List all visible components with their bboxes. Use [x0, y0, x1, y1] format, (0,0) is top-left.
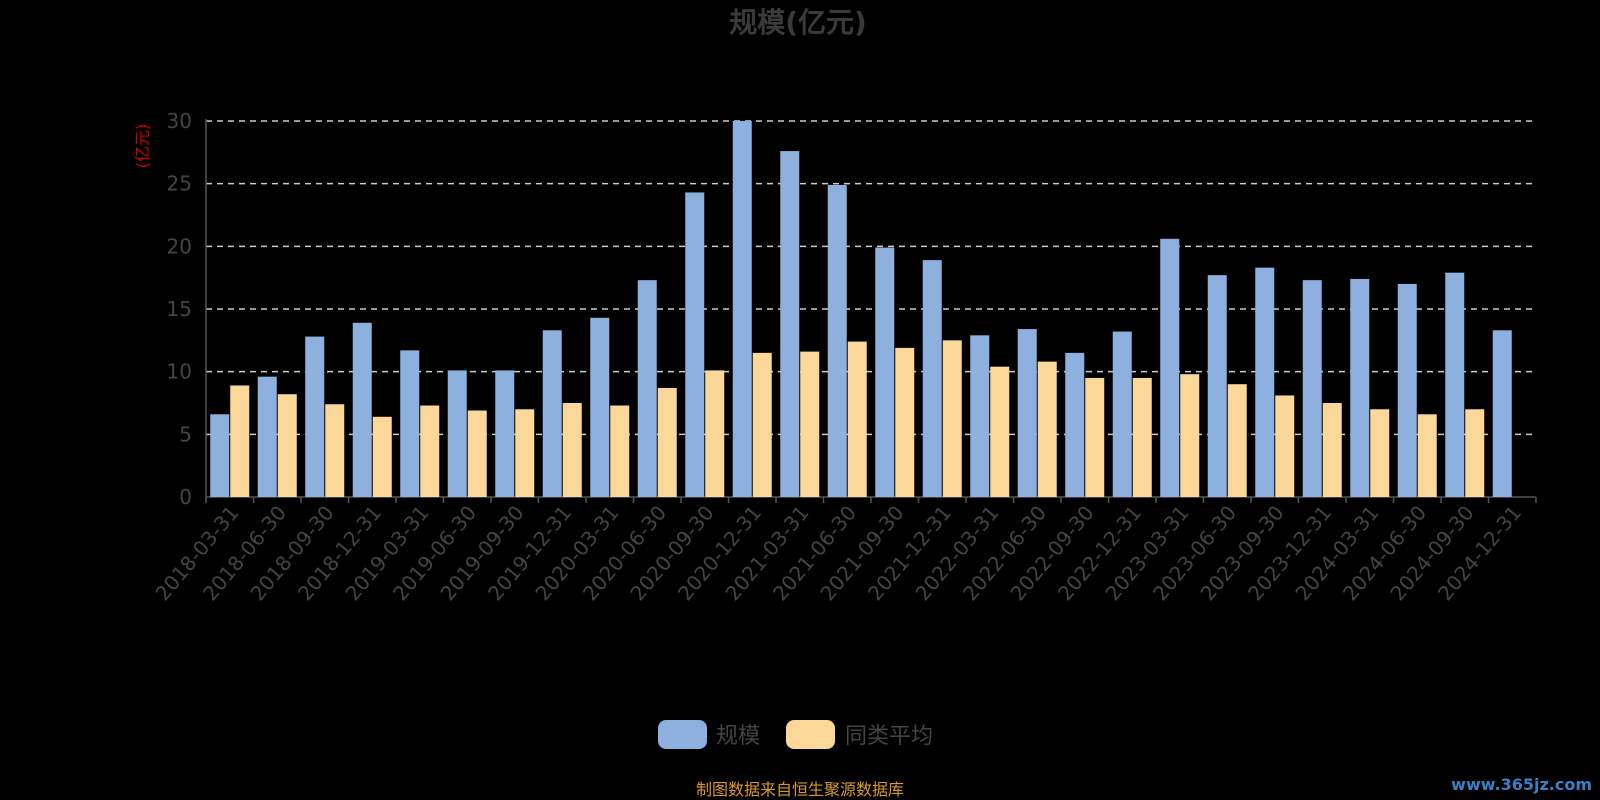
- bar-scale[interactable]: [495, 370, 515, 497]
- bar-scale[interactable]: [1160, 238, 1180, 497]
- bars: [210, 121, 1512, 498]
- legend-item[interactable]: 规模: [658, 720, 760, 749]
- bar-peer-average[interactable]: [1037, 361, 1057, 497]
- bar-scale[interactable]: [1112, 331, 1132, 497]
- y-tick-label: 10: [167, 360, 192, 384]
- watermark: www.365jz.com: [1451, 775, 1592, 794]
- bar-scale[interactable]: [970, 335, 990, 497]
- bar-peer-average[interactable]: [230, 385, 250, 497]
- bar-scale[interactable]: [542, 330, 562, 497]
- bar-peer-average[interactable]: [277, 394, 297, 497]
- y-tick-label: 0: [179, 485, 192, 509]
- bar-scale[interactable]: [1065, 352, 1085, 497]
- bar-scale[interactable]: [210, 414, 230, 497]
- bar-scale[interactable]: [590, 317, 610, 497]
- bar-scale[interactable]: [447, 370, 467, 497]
- bar-scale[interactable]: [732, 121, 752, 497]
- bar-peer-average[interactable]: [1275, 395, 1295, 497]
- y-tick-labels: 0 5 10 15 20 25 30: [167, 109, 192, 509]
- grid-lines: [206, 120, 1536, 436]
- bar-scale[interactable]: [305, 336, 325, 497]
- bar-peer-average[interactable]: [1227, 384, 1247, 497]
- y-axis-unit-label: (亿元): [133, 124, 152, 169]
- bar-peer-average[interactable]: [895, 347, 915, 497]
- y-tick-label: 5: [179, 422, 192, 446]
- bar-peer-average[interactable]: [752, 352, 772, 497]
- bar-scale[interactable]: [352, 322, 372, 497]
- bar-peer-average[interactable]: [1180, 374, 1200, 497]
- bar-peer-average[interactable]: [467, 410, 487, 497]
- bar-peer-average[interactable]: [1132, 377, 1152, 497]
- bar-scale[interactable]: [1397, 283, 1417, 497]
- bar-scale[interactable]: [637, 280, 657, 497]
- bar-peer-average[interactable]: [515, 409, 535, 497]
- bar-peer-average[interactable]: [562, 403, 582, 497]
- bar-peer-average[interactable]: [1370, 409, 1390, 497]
- y-tick-label: 20: [167, 234, 192, 258]
- legend-item[interactable]: 同类平均: [786, 720, 933, 749]
- legend[interactable]: 规模 同类平均: [658, 720, 933, 749]
- bar-scale[interactable]: [922, 260, 942, 497]
- bar-scale[interactable]: [257, 376, 277, 497]
- bar-scale[interactable]: [1350, 278, 1370, 497]
- bar-scale[interactable]: [1302, 280, 1322, 497]
- bar-scale[interactable]: [875, 247, 895, 497]
- bar-peer-average[interactable]: [942, 340, 962, 497]
- bar-peer-average[interactable]: [325, 404, 345, 497]
- y-tick-label: 30: [167, 109, 192, 133]
- x-tick-labels: 2018-03-312018-06-302018-09-302018-12-31…: [150, 501, 1526, 605]
- y-tick-label: 25: [167, 172, 192, 196]
- bar-peer-average[interactable]: [1417, 414, 1437, 497]
- legend-label: 规模: [716, 724, 760, 749]
- bar-scale[interactable]: [780, 151, 800, 497]
- bar-scale[interactable]: [1492, 330, 1512, 497]
- bar-peer-average[interactable]: [1465, 409, 1485, 497]
- bar-peer-average[interactable]: [1085, 377, 1105, 497]
- bar-peer-average[interactable]: [372, 416, 392, 497]
- legend-swatch: [786, 720, 835, 749]
- bar-peer-average[interactable]: [847, 341, 867, 497]
- chart-title: 规模(亿元): [729, 6, 867, 39]
- bar-peer-average[interactable]: [420, 405, 440, 497]
- bar-scale[interactable]: [1255, 267, 1275, 497]
- bar-peer-average[interactable]: [705, 370, 725, 497]
- y-tick-label: 15: [167, 297, 192, 321]
- bar-peer-average[interactable]: [657, 387, 677, 497]
- bar-peer-average[interactable]: [610, 405, 630, 497]
- bar-peer-average[interactable]: [1322, 403, 1342, 497]
- legend-label: 同类平均: [845, 724, 933, 749]
- bar-scale[interactable]: [1207, 275, 1227, 497]
- data-source-note: 制图数据来自恒生聚源数据库: [696, 780, 904, 799]
- bar-peer-average[interactable]: [990, 366, 1010, 497]
- legend-swatch: [658, 720, 707, 749]
- bar-scale[interactable]: [400, 350, 420, 497]
- bar-scale[interactable]: [1017, 329, 1037, 497]
- bar-scale[interactable]: [685, 192, 705, 497]
- bar-scale[interactable]: [1445, 272, 1465, 497]
- bar-peer-average[interactable]: [800, 351, 820, 497]
- bar-scale[interactable]: [827, 184, 847, 498]
